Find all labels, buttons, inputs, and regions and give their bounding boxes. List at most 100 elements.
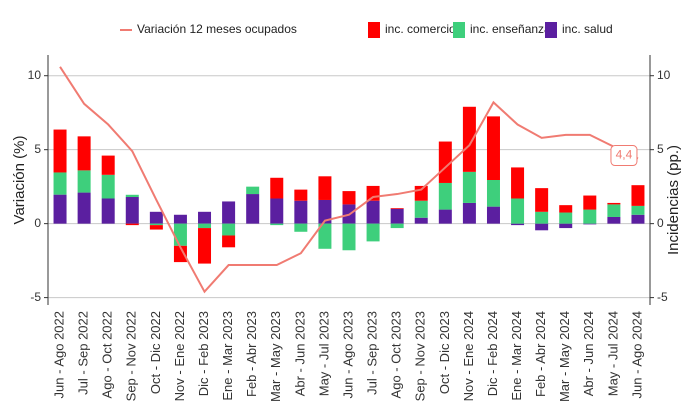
- bar: [222, 223, 236, 236]
- x-tick-label: Sep - Nov 2022: [124, 311, 139, 401]
- bar: [631, 205, 645, 215]
- legend-swatch: [453, 22, 465, 38]
- bar: [318, 223, 332, 249]
- bar: [53, 129, 67, 173]
- x-tick-label: May - Jul 2023: [316, 311, 331, 396]
- y2-axis-title: Incidencias (pp.): [665, 145, 682, 255]
- x-tick-label: Oct - Dic 2022: [148, 311, 163, 394]
- x-tick-label: Dic - Feb 2024: [485, 311, 500, 396]
- y2-tick-label: -5: [657, 290, 668, 304]
- bar: [631, 185, 645, 206]
- bar: [462, 202, 476, 224]
- bar: [390, 223, 404, 229]
- bar: [390, 208, 404, 209]
- bar: [294, 200, 308, 224]
- bar: [270, 198, 284, 224]
- bar: [149, 211, 163, 224]
- bar: [414, 185, 428, 201]
- bar: [486, 206, 500, 224]
- bar: [342, 191, 356, 205]
- y2-tick-label: 0: [657, 216, 664, 230]
- bar: [535, 188, 549, 212]
- bar: [101, 198, 115, 224]
- bar: [559, 212, 573, 224]
- x-tick-label: Feb - Abr 2023: [244, 311, 259, 397]
- bar: [53, 194, 67, 224]
- bar: [438, 141, 452, 183]
- bar: [198, 223, 212, 229]
- x-tick-label: Feb - Abr 2024: [533, 311, 548, 397]
- y-tick-label: 10: [28, 68, 42, 82]
- legend-label: inc. comercio: [385, 22, 456, 36]
- bar: [535, 211, 549, 224]
- legend-label: inc. enseñanza: [470, 22, 551, 36]
- y-tick-label: 0: [34, 216, 41, 230]
- x-tick-label: Mar - May 2023: [268, 311, 283, 402]
- bar: [559, 205, 573, 213]
- bar: [583, 223, 597, 225]
- bar: [607, 216, 621, 224]
- bar: [414, 217, 428, 224]
- x-tick-label: Nov - Ene 2024: [461, 311, 476, 401]
- y2-tick-label: 10: [657, 68, 671, 82]
- bar: [511, 223, 525, 226]
- bar: [511, 198, 525, 224]
- bar: [486, 116, 500, 180]
- bar: [559, 223, 573, 229]
- y-tick-label: -5: [30, 290, 41, 304]
- annotation-box: [610, 145, 638, 167]
- bar: [462, 106, 476, 172]
- bar: [366, 223, 380, 242]
- bar: [294, 189, 308, 201]
- y-axis-title: Variación (%): [11, 136, 28, 225]
- y-tick-label: 5: [34, 142, 41, 156]
- bar: [125, 197, 139, 224]
- bar: [149, 225, 163, 230]
- bar: [414, 200, 428, 218]
- bar: [222, 201, 236, 224]
- x-tick-label: Ene - Mar 2023: [220, 311, 235, 401]
- y2-tick-label: 5: [657, 142, 664, 156]
- legend-swatch: [368, 22, 380, 38]
- bar: [77, 192, 91, 224]
- bar: [583, 195, 597, 210]
- x-tick-label: Nov - Ene 2022: [172, 311, 187, 401]
- legend-label: inc. salud: [562, 22, 613, 36]
- x-tick-label: Dic - Feb 2023: [196, 311, 211, 396]
- bar: [246, 186, 260, 195]
- bar: [125, 194, 139, 198]
- bar: [173, 245, 187, 263]
- x-tick-label: Jul - Sep 2022: [76, 311, 91, 395]
- x-tick-label: Abr - Jun 2024: [581, 311, 596, 396]
- x-tick-label: Ene - Mar 2024: [509, 311, 524, 401]
- bar: [77, 136, 91, 171]
- bar: [631, 214, 645, 224]
- bar: [198, 228, 212, 264]
- x-tick-label: Oct - Dic 2023: [437, 311, 452, 394]
- bar: [583, 209, 597, 224]
- bar: [173, 223, 187, 246]
- bar: [294, 223, 308, 232]
- annotation: 4,4: [616, 148, 633, 162]
- bar: [198, 211, 212, 224]
- x-tick-label: Abr - Jun 2023: [292, 311, 307, 396]
- bar: [77, 170, 91, 193]
- bar: [222, 235, 236, 248]
- legend-label: Variación 12 meses ocupados: [137, 22, 297, 36]
- bar: [438, 182, 452, 210]
- bar: [535, 223, 549, 231]
- x-tick-label: Mar - May 2024: [557, 311, 572, 402]
- bar: [318, 199, 332, 224]
- bar: [270, 177, 284, 199]
- bar: [173, 214, 187, 224]
- bar: [125, 223, 139, 226]
- bar: [101, 174, 115, 199]
- x-tick-label: Sep - Nov 2023: [413, 311, 428, 401]
- bar: [438, 209, 452, 224]
- bar: [366, 200, 380, 224]
- bar: [53, 172, 67, 195]
- bar: [149, 223, 163, 226]
- bar: [607, 204, 621, 217]
- x-tick-label: Jun - Ago 2023: [340, 311, 355, 398]
